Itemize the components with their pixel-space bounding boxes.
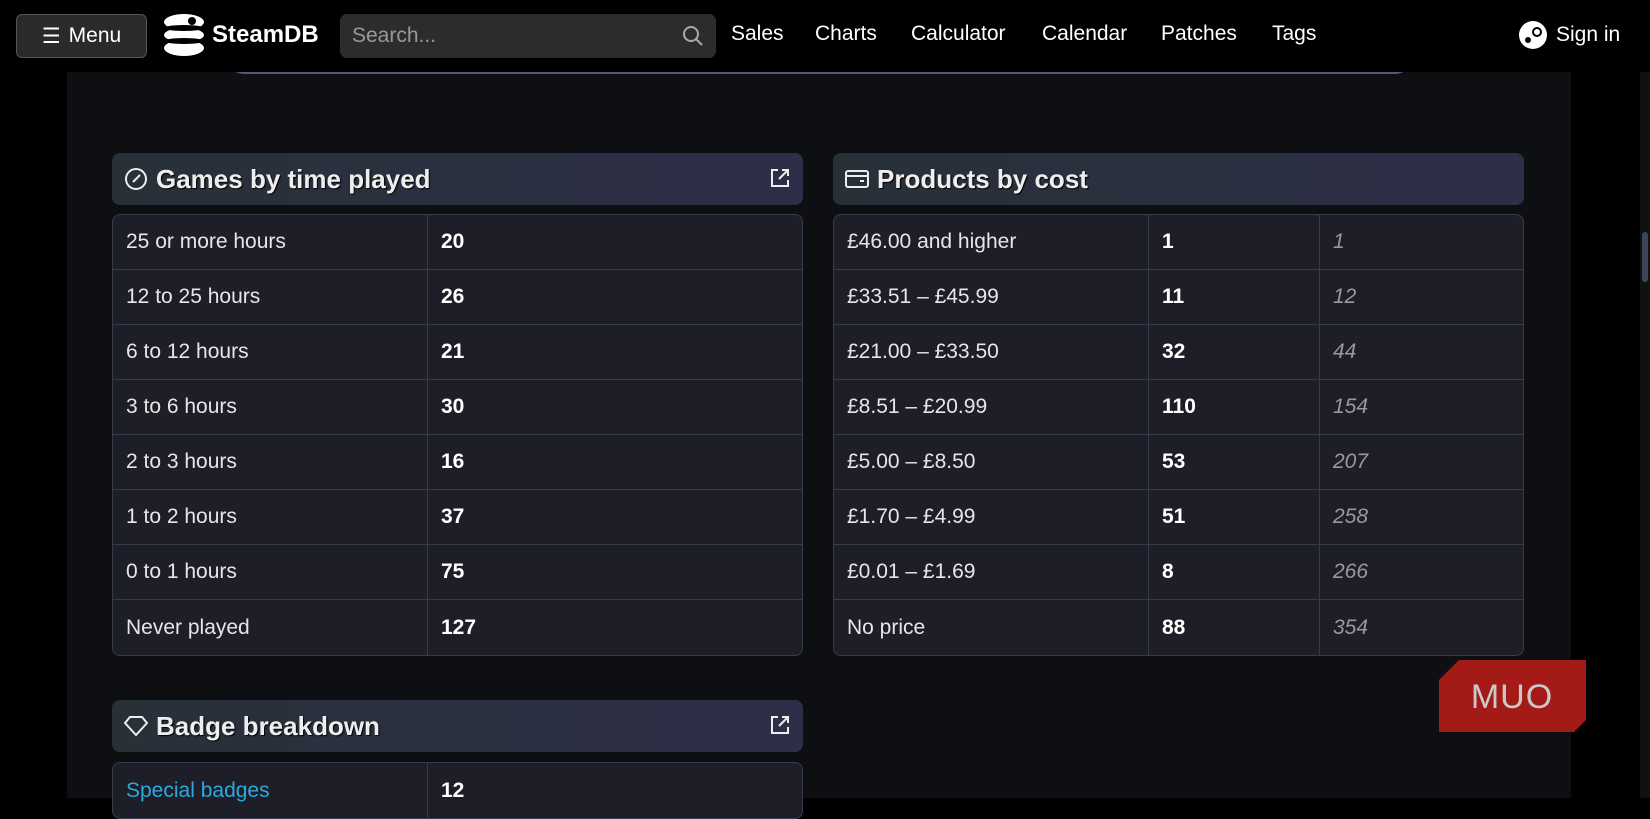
table-row: 25 or more hours 20	[113, 215, 802, 270]
table-row: 12 to 25 hours 26	[113, 270, 802, 325]
steamdb-logo[interactable]: SteamDB	[162, 12, 319, 58]
row-value: 26	[428, 270, 802, 325]
row-label: Special badges	[113, 763, 428, 818]
table-row: £1.70 – £4.99 51 258	[834, 490, 1523, 545]
badge-breakdown-header: Badge breakdown	[112, 700, 803, 752]
row-value: 16	[428, 435, 802, 490]
row-label: 12 to 25 hours	[113, 270, 428, 325]
table-row: 0 to 1 hours 75	[113, 545, 802, 600]
nav-calendar[interactable]: Calendar	[1042, 22, 1128, 45]
svg-text:MUO: MUO	[1471, 678, 1553, 716]
scrollbar-thumb[interactable]	[1642, 232, 1648, 282]
table-row: 6 to 12 hours 21	[113, 325, 802, 380]
row-label: £1.70 – £4.99	[834, 490, 1149, 545]
nav-sales[interactable]: Sales	[731, 22, 784, 45]
row-value: 354	[1333, 615, 1369, 639]
nav-charts[interactable]: Charts	[815, 22, 877, 45]
row-label: Never played	[113, 600, 428, 655]
row-value: 266	[1320, 545, 1523, 600]
row-label: 3 to 6 hours	[113, 380, 428, 435]
table-row: 3 to 6 hours 30	[113, 380, 802, 435]
row-label: £8.51 – £20.99	[834, 380, 1149, 435]
search-box	[340, 14, 716, 58]
badge-link[interactable]: Special badges	[126, 778, 270, 802]
table-row: Never played 127	[113, 600, 802, 655]
table-row: £33.51 – £45.99 11 12	[834, 270, 1523, 325]
external-link-icon[interactable]	[769, 167, 791, 189]
search-icon[interactable]	[682, 25, 704, 47]
products-by-cost-table: £46.00 and higher 1 1 £33.51 – £45.99 11 12 £2…	[833, 214, 1524, 656]
row-label: £5.00 – £8.50	[834, 435, 1149, 490]
row-value: 32	[1149, 325, 1320, 380]
nav-calculator[interactable]: Calculator	[911, 22, 1006, 45]
row-value: 207	[1320, 435, 1523, 490]
row-value: 75	[428, 545, 802, 600]
row-value: 11	[1149, 270, 1320, 325]
sign-in-button[interactable]: Sign in	[1518, 20, 1620, 50]
table-row: £8.51 – £20.99 110 154	[834, 380, 1523, 435]
table-row: £5.00 – £8.50 53 207	[834, 435, 1523, 490]
row-value: 110	[1149, 380, 1320, 435]
table-row: 2 to 3 hours 16	[113, 435, 802, 490]
row-value: 258	[1320, 490, 1523, 545]
menu-button[interactable]: ☰ Menu	[16, 14, 147, 58]
row-label: 6 to 12 hours	[113, 325, 428, 380]
row-value: 88	[1149, 600, 1320, 655]
row-value: 37	[428, 490, 802, 545]
row-value: 53	[1149, 435, 1320, 490]
scrollbar[interactable]	[1640, 72, 1650, 798]
row-label: 25 or more hours	[113, 215, 428, 270]
wallet-icon	[845, 170, 869, 188]
badge-breakdown-table: Special badges 12	[112, 762, 803, 819]
row-label: No price	[834, 600, 1149, 655]
table-row: No price 88 354	[834, 600, 1523, 655]
row-value: 44	[1320, 325, 1523, 380]
muo-watermark: MUO	[1439, 660, 1586, 732]
top-navbar: ☰ Menu SteamDB Sales Charts Calculator C…	[0, 0, 1650, 72]
row-value: 20	[428, 215, 802, 270]
nav-tags[interactable]: Tags	[1272, 22, 1317, 45]
steam-icon	[1519, 21, 1547, 49]
steamdb-logo-icon	[164, 14, 204, 56]
row-value: 51	[1149, 490, 1320, 545]
products-by-cost-header: Products by cost	[833, 153, 1524, 205]
row-value: 1	[1149, 215, 1320, 270]
table-row: £0.01 – £1.69 8 266	[834, 545, 1523, 600]
gauge-icon	[125, 168, 147, 190]
row-label: £21.00 – £33.50	[834, 325, 1149, 380]
row-label: 1 to 2 hours	[113, 490, 428, 545]
table-row: 1 to 2 hours 37	[113, 490, 802, 545]
row-label: £33.51 – £45.99	[834, 270, 1149, 325]
games-by-time-table: 25 or more hours 20 12 to 25 hours 26 6 to 1…	[112, 214, 803, 656]
table-row: Special badges 12	[113, 763, 802, 818]
nav-patches[interactable]: Patches	[1161, 22, 1237, 45]
row-value: 154	[1320, 380, 1523, 435]
hamburger-icon: ☰	[41, 24, 61, 48]
gem-icon	[124, 716, 148, 737]
row-value: 8	[1149, 545, 1320, 600]
row-value: 1	[1320, 215, 1523, 270]
search-input[interactable]	[352, 24, 682, 48]
table-row: £46.00 and higher 1 1	[834, 215, 1523, 270]
row-value: 12	[441, 778, 465, 802]
games-by-time-header: Games by time played	[112, 153, 803, 205]
row-value: 21	[428, 325, 802, 380]
row-value: 12	[1320, 270, 1523, 325]
row-label: 0 to 1 hours	[113, 545, 428, 600]
row-label: 2 to 3 hours	[113, 435, 428, 490]
row-label: £46.00 and higher	[834, 215, 1149, 270]
row-value: 127	[441, 615, 477, 639]
external-link-icon[interactable]	[769, 714, 791, 736]
table-row: £21.00 – £33.50 32 44	[834, 325, 1523, 380]
row-label: £0.01 – £1.69	[834, 545, 1149, 600]
row-value: 30	[428, 380, 802, 435]
